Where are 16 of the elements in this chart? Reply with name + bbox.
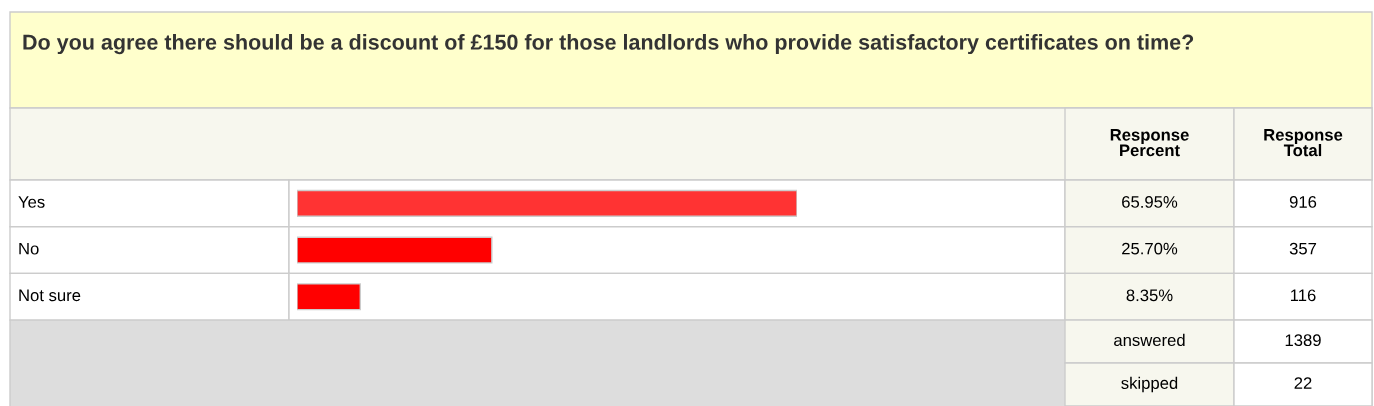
text: 1389 [1285,334,1321,347]
chart-title: Do you agree there should be a discount of £150 for those landlords who provide satisfactory certificates on time? [23,34,1194,55]
data-label: 65.95% [1122,196,1178,208]
text: 22 [1294,377,1312,389]
text: 916 [1289,196,1317,208]
text: Response Total [1264,129,1343,157]
text: 357 [1289,242,1317,255]
y-tick-label: Yes [18,196,45,208]
data-label: 8.35% [1126,289,1173,302]
text: 116 [1290,289,1316,302]
text: answered [1114,333,1185,347]
text: skipped [1121,376,1178,393]
y-tick-label: Not sure [19,289,81,302]
text: Response Percent [1110,129,1189,157]
y-tick-label: No [19,242,39,255]
data-label: 25.70% [1122,242,1178,255]
